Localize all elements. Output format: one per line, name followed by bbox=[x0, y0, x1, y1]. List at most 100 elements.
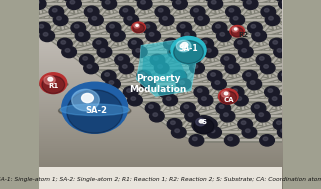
Circle shape bbox=[167, 119, 182, 130]
Circle shape bbox=[109, 81, 114, 84]
Circle shape bbox=[272, 97, 277, 100]
Circle shape bbox=[192, 116, 216, 134]
Circle shape bbox=[56, 16, 61, 20]
Circle shape bbox=[230, 14, 245, 26]
Circle shape bbox=[230, 26, 245, 37]
Circle shape bbox=[114, 33, 118, 36]
Circle shape bbox=[207, 70, 222, 82]
Circle shape bbox=[265, 14, 280, 26]
Circle shape bbox=[93, 38, 108, 50]
Circle shape bbox=[53, 14, 68, 26]
Circle shape bbox=[223, 113, 228, 116]
Circle shape bbox=[98, 0, 112, 1]
Circle shape bbox=[239, 0, 254, 1]
Circle shape bbox=[234, 38, 249, 50]
Circle shape bbox=[202, 97, 206, 100]
Circle shape bbox=[241, 121, 246, 125]
Circle shape bbox=[189, 135, 204, 146]
Ellipse shape bbox=[60, 104, 129, 115]
Circle shape bbox=[207, 127, 221, 138]
Circle shape bbox=[211, 73, 215, 76]
Circle shape bbox=[87, 65, 92, 68]
Circle shape bbox=[198, 94, 213, 106]
Circle shape bbox=[96, 41, 101, 44]
Circle shape bbox=[197, 89, 202, 92]
Circle shape bbox=[194, 8, 198, 12]
Circle shape bbox=[186, 54, 200, 66]
Circle shape bbox=[194, 118, 214, 134]
Circle shape bbox=[150, 54, 165, 66]
Circle shape bbox=[202, 41, 207, 44]
Circle shape bbox=[229, 8, 234, 12]
Circle shape bbox=[163, 16, 167, 20]
Circle shape bbox=[260, 62, 275, 74]
Circle shape bbox=[180, 81, 184, 84]
Circle shape bbox=[61, 41, 65, 44]
Circle shape bbox=[171, 49, 176, 52]
Circle shape bbox=[154, 62, 169, 74]
Circle shape bbox=[140, 73, 145, 76]
Circle shape bbox=[67, 0, 81, 9]
Text: SA-1: SA-1 bbox=[179, 44, 198, 53]
Circle shape bbox=[256, 54, 271, 66]
Circle shape bbox=[229, 86, 244, 98]
Circle shape bbox=[237, 97, 242, 100]
Circle shape bbox=[234, 28, 237, 30]
Circle shape bbox=[212, 78, 226, 90]
Circle shape bbox=[220, 33, 225, 36]
Circle shape bbox=[259, 57, 264, 60]
Ellipse shape bbox=[39, 81, 68, 87]
Circle shape bbox=[181, 102, 195, 114]
Circle shape bbox=[225, 62, 240, 74]
Circle shape bbox=[134, 24, 140, 28]
Circle shape bbox=[181, 43, 188, 47]
Circle shape bbox=[221, 91, 230, 97]
Circle shape bbox=[136, 24, 138, 26]
Circle shape bbox=[268, 89, 273, 92]
Circle shape bbox=[282, 73, 286, 76]
Circle shape bbox=[145, 102, 160, 114]
Text: Property
Modulation: Property Modulation bbox=[129, 74, 187, 94]
Circle shape bbox=[62, 82, 128, 133]
Circle shape bbox=[203, 46, 218, 58]
Circle shape bbox=[74, 24, 79, 28]
Circle shape bbox=[279, 0, 293, 9]
Circle shape bbox=[220, 91, 237, 104]
Circle shape bbox=[158, 8, 163, 12]
Circle shape bbox=[150, 111, 164, 122]
Circle shape bbox=[277, 49, 282, 52]
Circle shape bbox=[219, 105, 224, 108]
Circle shape bbox=[82, 93, 93, 103]
Circle shape bbox=[115, 54, 129, 66]
Circle shape bbox=[181, 30, 196, 42]
Circle shape bbox=[97, 46, 112, 58]
Circle shape bbox=[216, 102, 230, 114]
Circle shape bbox=[173, 0, 187, 9]
Circle shape bbox=[269, 94, 283, 106]
Circle shape bbox=[264, 65, 268, 68]
Circle shape bbox=[52, 8, 57, 12]
Circle shape bbox=[273, 119, 288, 130]
Circle shape bbox=[106, 22, 121, 34]
Circle shape bbox=[193, 137, 197, 141]
Circle shape bbox=[232, 27, 238, 32]
Circle shape bbox=[137, 0, 152, 9]
Circle shape bbox=[263, 137, 268, 141]
Circle shape bbox=[228, 137, 232, 141]
Circle shape bbox=[31, 0, 46, 9]
Circle shape bbox=[167, 41, 172, 44]
Circle shape bbox=[44, 76, 55, 84]
Circle shape bbox=[238, 41, 242, 44]
Circle shape bbox=[251, 102, 266, 114]
Circle shape bbox=[84, 62, 98, 74]
Circle shape bbox=[215, 81, 220, 84]
Text: CA: CA bbox=[223, 97, 234, 103]
Circle shape bbox=[274, 0, 289, 1]
Circle shape bbox=[42, 76, 65, 94]
Circle shape bbox=[133, 46, 147, 58]
Circle shape bbox=[171, 36, 206, 64]
Circle shape bbox=[176, 78, 191, 90]
Circle shape bbox=[105, 0, 110, 4]
Ellipse shape bbox=[58, 104, 131, 118]
Circle shape bbox=[277, 127, 292, 138]
